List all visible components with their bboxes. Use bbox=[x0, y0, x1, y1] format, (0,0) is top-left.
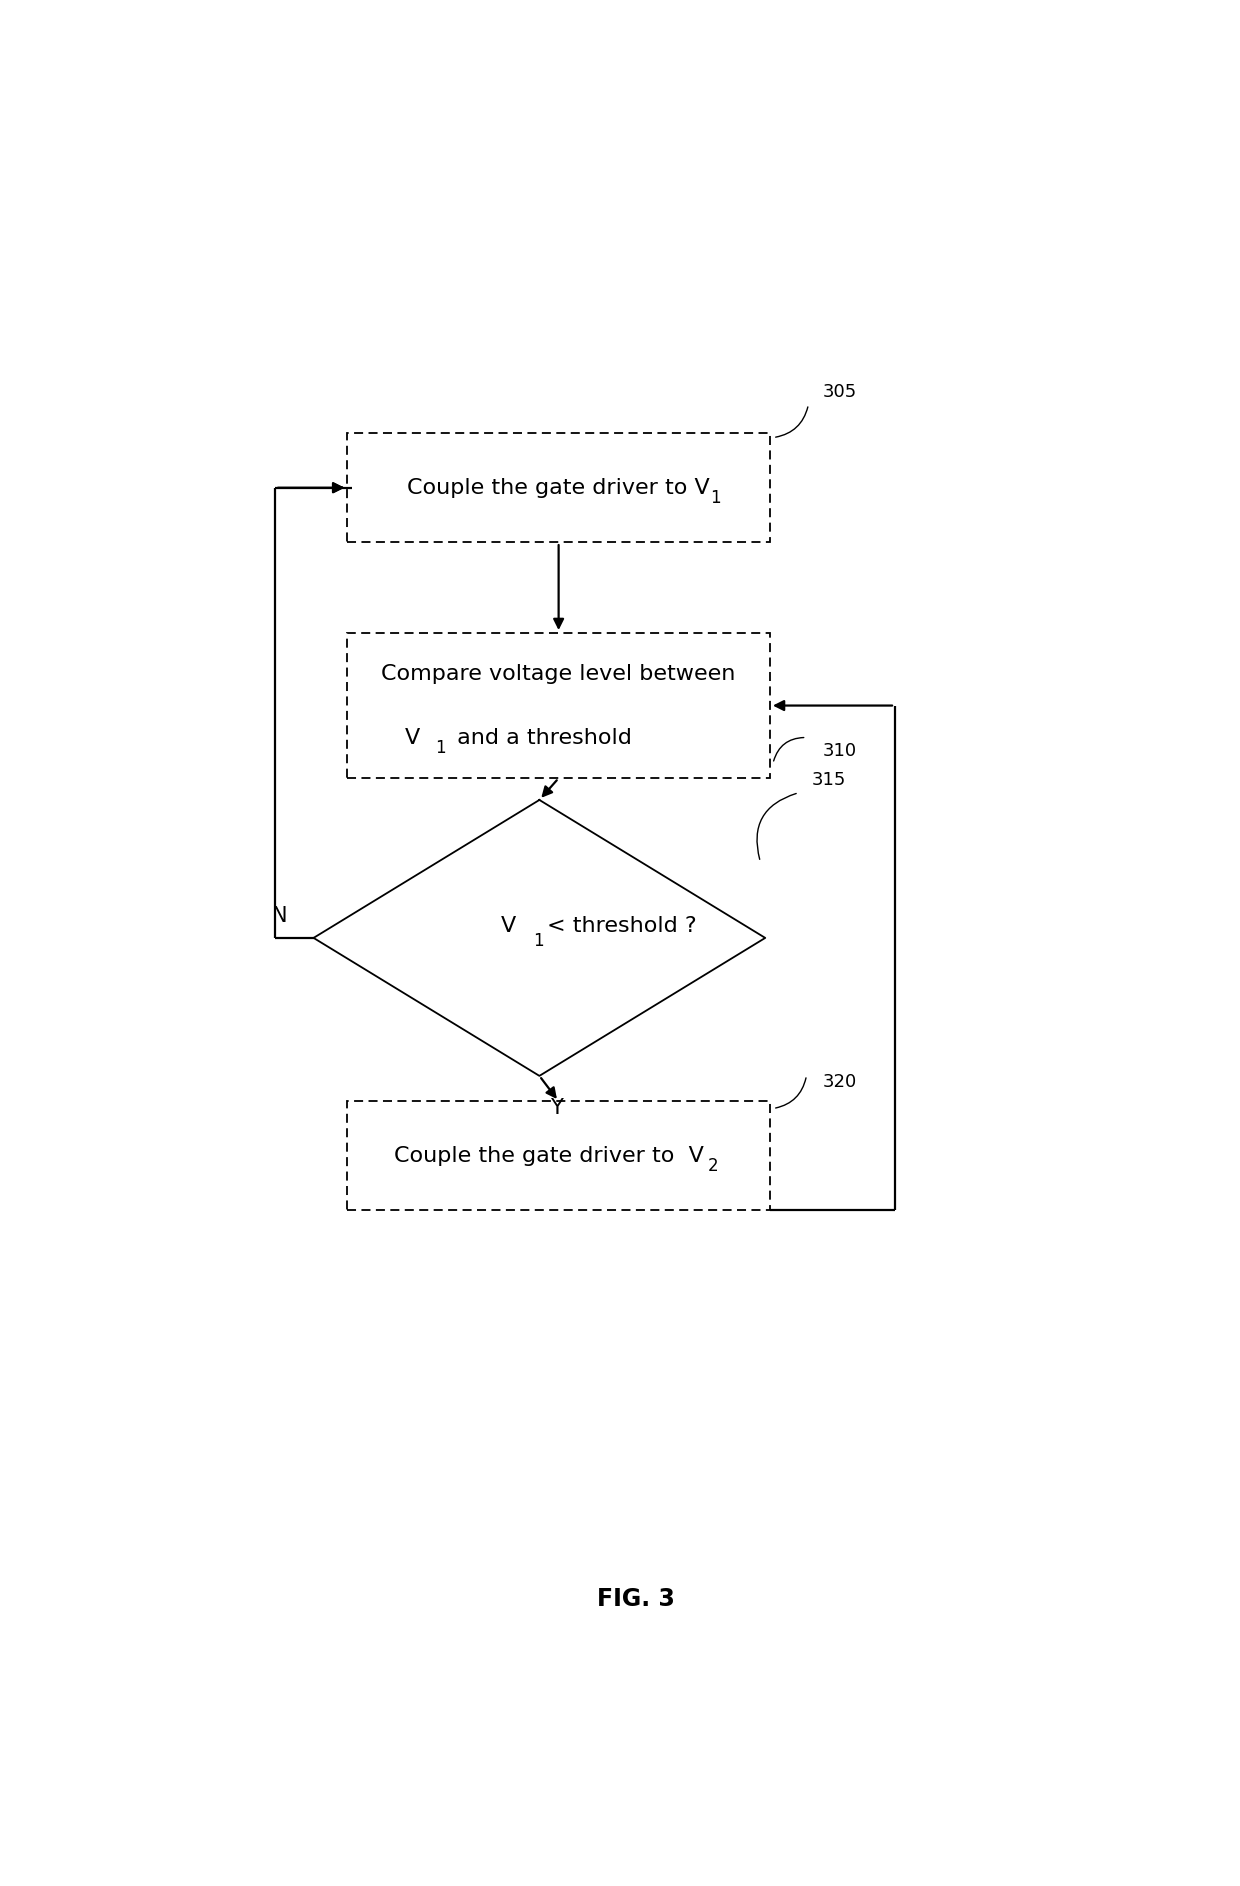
FancyBboxPatch shape bbox=[347, 434, 770, 541]
Text: V: V bbox=[404, 728, 420, 747]
Polygon shape bbox=[314, 800, 765, 1075]
FancyBboxPatch shape bbox=[347, 634, 770, 779]
Text: 315: 315 bbox=[811, 771, 846, 790]
FancyBboxPatch shape bbox=[347, 1101, 770, 1211]
Text: < threshold ?: < threshold ? bbox=[547, 917, 697, 935]
Text: 2: 2 bbox=[708, 1156, 718, 1175]
Text: V: V bbox=[501, 917, 516, 935]
Text: 1: 1 bbox=[435, 739, 446, 756]
Text: FIG. 3: FIG. 3 bbox=[596, 1586, 675, 1611]
Text: Couple the gate driver to V: Couple the gate driver to V bbox=[407, 477, 711, 498]
Text: 1: 1 bbox=[533, 932, 543, 951]
Text: Y: Y bbox=[551, 1098, 563, 1118]
Text: 320: 320 bbox=[823, 1073, 857, 1090]
Text: and a threshold: and a threshold bbox=[450, 728, 632, 747]
Text: Compare voltage level between: Compare voltage level between bbox=[382, 664, 735, 683]
Text: N: N bbox=[273, 905, 288, 926]
Text: Couple the gate driver to  V: Couple the gate driver to V bbox=[394, 1145, 704, 1166]
Text: 310: 310 bbox=[823, 743, 857, 760]
Text: 305: 305 bbox=[823, 383, 857, 402]
Text: 1: 1 bbox=[711, 488, 722, 507]
